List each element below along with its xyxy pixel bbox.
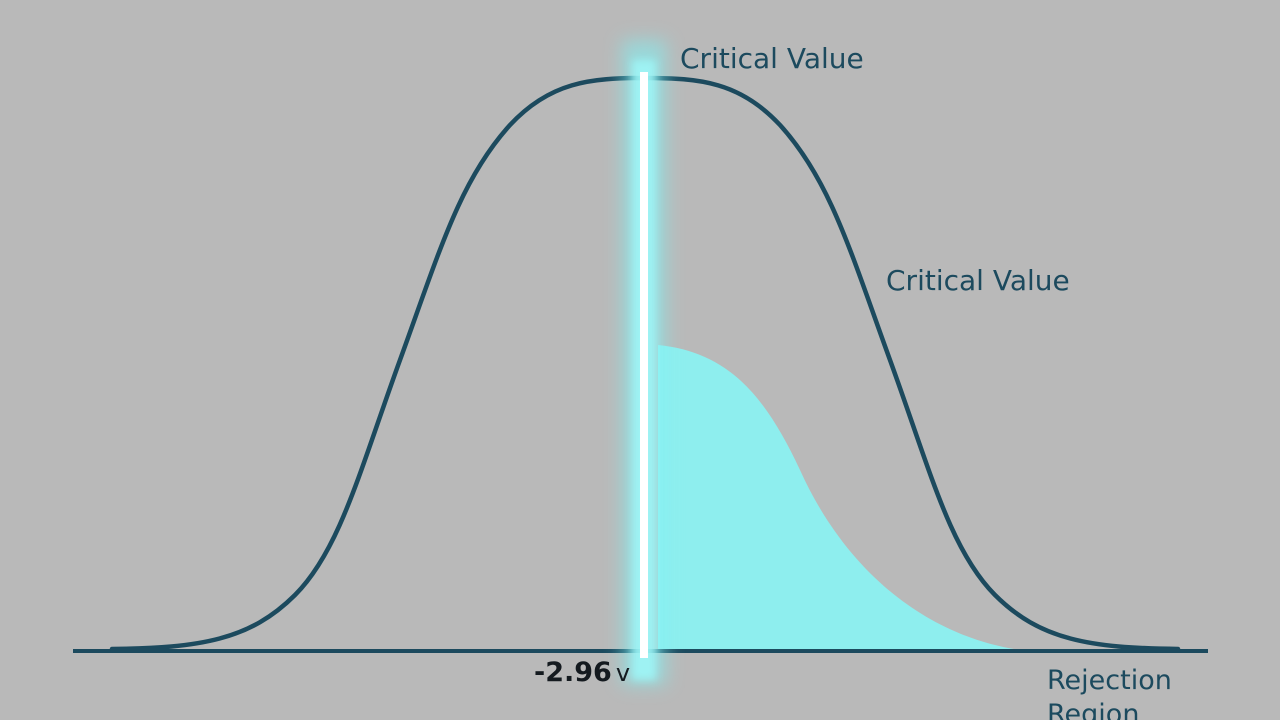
critical-value-number-text: -2.96 [534,657,612,688]
rejection-region-label: Rejection Region [1047,664,1247,720]
rejection-region-area [658,345,1020,650]
critical-value-line [622,40,666,685]
critical-value-unit: v [615,659,631,687]
critical-value-label-top: Critical Value [680,42,864,75]
critical-value-label-right: Critical Value [886,264,1070,297]
rejection-region-label-line2: Region [1047,699,1140,720]
critical-value-number: -2.96 v [534,657,630,688]
rejection-region-label-line1: Rejection [1047,665,1172,696]
